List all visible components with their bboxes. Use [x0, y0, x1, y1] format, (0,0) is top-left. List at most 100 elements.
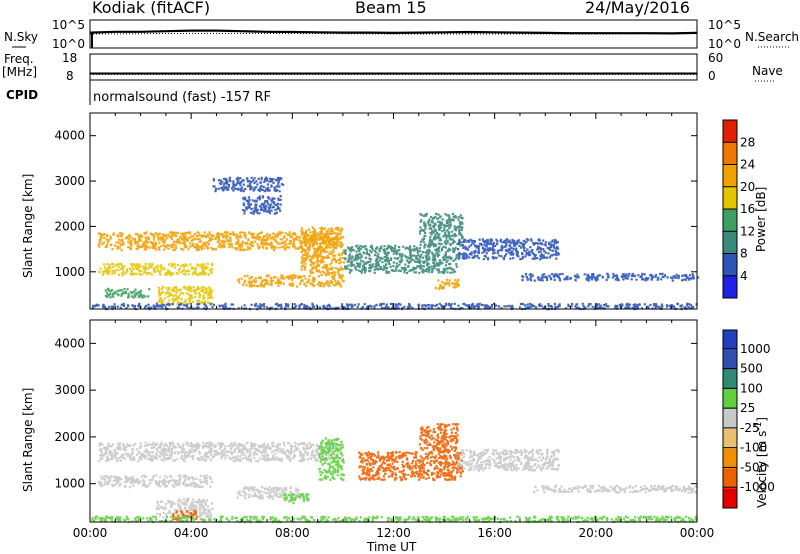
power-echo-region-0 [97, 231, 338, 252]
noise-right-tick-low: 10^0 [708, 37, 741, 51]
power-ytick-label-0: 1000 [54, 265, 85, 279]
velocity-echo-region-0 [98, 441, 338, 463]
velocity-colorbar-label-7: -1000 [740, 480, 775, 494]
velocity-ytick-label-3: 4000 [54, 336, 85, 350]
nave-right-tick-high: 60 [708, 51, 724, 65]
cpid-text: normalsound (fast) -157 RF [93, 90, 271, 105]
velocity-echo-region-8 [418, 423, 459, 453]
velocity-colorbar-swatch-1 [723, 349, 737, 370]
velocity-colorbar-frame [722, 329, 738, 509]
power-colorbar-swatch-6 [723, 253, 737, 276]
nave-right-tick-low: 0 [708, 69, 716, 83]
velocity-colorbar-label-4: -25 [740, 421, 760, 435]
velocity-echo-region-1 [97, 474, 213, 489]
freq-left-tick-high: 18 [62, 51, 78, 65]
nsearch-label: N.Search [745, 30, 800, 44]
x-tick-label-1: 04:00 [174, 526, 209, 540]
freq-label: Freq. [4, 52, 34, 66]
velocity-colorbar-label-5: -100 [740, 441, 767, 455]
velocity-bg [90, 320, 697, 522]
noise-right-tick-high: 10^5 [708, 18, 741, 32]
power-colorbar-label-1: 24 [740, 158, 755, 172]
power-colorbar-label-6: 4 [740, 269, 748, 283]
power-echo-region-6 [212, 176, 285, 193]
power-colorbar-swatch-5 [723, 231, 737, 254]
power-colorbar-swatch-7 [723, 275, 737, 298]
velocity-colorbar-label-3: 25 [740, 401, 755, 415]
power-echo-region-2 [104, 287, 151, 299]
x-tick-label-2: 08:00 [275, 526, 310, 540]
velocity-colorbar-swatch-2 [723, 369, 737, 390]
velocity-echo-region-4 [236, 486, 302, 500]
velocity-colorbar-swatch-3 [723, 389, 737, 410]
power-echo-region-10 [434, 278, 460, 290]
power-echo-region-9 [418, 212, 464, 247]
power-echo-region-1 [98, 262, 214, 277]
velocity-colorbar-swatch-0 [723, 330, 737, 350]
power-bg [90, 113, 697, 309]
power-ylabel: Slant Range [km] [21, 173, 35, 278]
power-ytick-label-1: 2000 [54, 219, 85, 233]
power-echo-region-4 [237, 274, 303, 288]
velocity-echo-region-11 [91, 515, 698, 524]
noise-series-0 [89, 29, 698, 35]
velocity-echo-region-5 [282, 493, 310, 505]
nave-label: Nave [752, 64, 783, 78]
x-tick-label-6: 00:00 [680, 526, 715, 540]
velocity-colorbar-swatch-7 [723, 468, 737, 489]
power-colorbar-swatch-1 [723, 142, 737, 165]
velocity-colorbar-swatch-4 [723, 409, 737, 429]
power-colorbar-swatch-4 [723, 209, 737, 232]
nsky-label: N.Sky [4, 30, 39, 44]
cpid-label: CPID [6, 88, 39, 102]
velocity-echo-region-7 [358, 451, 464, 482]
power-colorbar-swatch-0 [723, 120, 737, 143]
power-echo-region-7 [242, 195, 282, 215]
power-colorbar-swatch-2 [723, 164, 737, 187]
x-tick-label-3: 12:00 [376, 526, 411, 540]
power-ytick-label-2: 3000 [54, 174, 85, 188]
station-title: Kodiak (fitACF) [92, 0, 211, 17]
velocity-echo-region-9 [457, 448, 560, 472]
velocity-echo-region-6 [318, 437, 345, 482]
velocity-colorbar-label-1: 500 [740, 362, 763, 376]
velocity-echo-region-10 [533, 484, 698, 494]
velocity-ytick-label-2: 3000 [54, 383, 85, 397]
noise-left-tick-low: 10^0 [52, 37, 85, 51]
power-echo-region-13 [91, 302, 698, 311]
freq-left-tick-low: 8 [66, 69, 74, 83]
x-tick-label-5: 20:00 [579, 526, 614, 540]
x-tick-label-0: 00:00 [73, 526, 108, 540]
velocity-colorbar-swatch-8 [723, 488, 737, 508]
velocity-echo-region-2 [155, 497, 214, 519]
velocity-colorbar-swatch-6 [723, 448, 737, 469]
noise-left-tick-high: 10^5 [52, 18, 85, 32]
freq-panel-frame [89, 53, 698, 81]
x-axis-label: Time UT [367, 540, 417, 554]
velocity-colorbar-swatch-5 [723, 428, 737, 449]
power-echo-region-8 [343, 244, 458, 274]
velocity-colorbar-label-2: 100 [740, 381, 763, 395]
beam-title: Beam 15 [355, 0, 427, 17]
mhz-label: [MHz] [2, 65, 38, 79]
velocity-colorbar-label-0: 1000 [740, 342, 771, 356]
power-colorbar-label-4: 12 [740, 224, 755, 238]
power-colorbar-label-0: 28 [740, 135, 755, 149]
power-echo-region-12 [521, 272, 700, 282]
power-colorbar-label-2: 20 [740, 180, 755, 194]
velocity-ytick-label-1: 2000 [54, 430, 85, 444]
date-title: 24/May/2016 [585, 0, 690, 17]
power-colorbar-label: Power [dB] [754, 186, 768, 252]
velocity-ytick-label-0: 1000 [54, 477, 85, 491]
power-echo-region-11 [457, 238, 560, 261]
power-colorbar-swatch-3 [723, 186, 737, 209]
power-ytick-label-3: 4000 [54, 129, 85, 143]
velocity-colorbar-label-6: -500 [740, 460, 767, 474]
noise-series-1 [89, 32, 698, 35]
velocity-colorbar-label: Velocity [m s-1] [754, 417, 769, 508]
power-echo-region-5 [300, 226, 346, 288]
velocity-ylabel: Slant Range [km] [21, 387, 35, 492]
x-tick-label-4: 16:00 [477, 526, 512, 540]
power-echo-region-3 [157, 285, 214, 306]
